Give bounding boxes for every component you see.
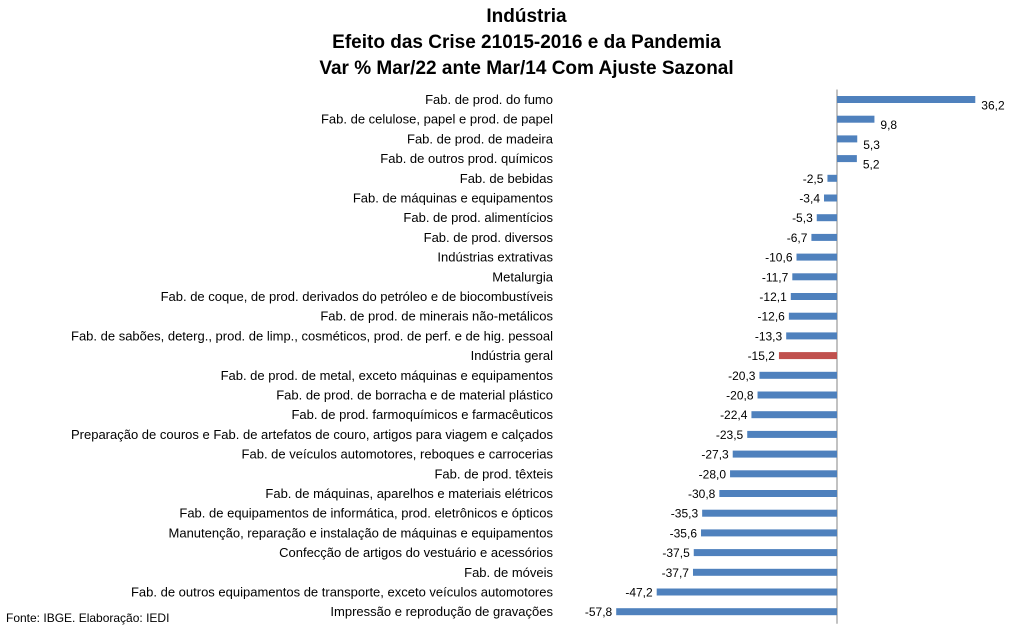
data-label: -15,2 (748, 349, 776, 363)
data-label: -13,3 (755, 329, 783, 343)
data-label: -35,6 (670, 526, 698, 540)
bar (693, 549, 837, 557)
data-label: -6,7 (787, 231, 808, 245)
data-label: -11,7 (762, 270, 789, 284)
bar (796, 253, 837, 261)
category-label: Fab. de prod. farmoquímicos e farmacêuti… (291, 407, 553, 422)
category-label: Fab. de prod. diversos (424, 230, 554, 245)
category-label: Fab. de prod. de madeira (407, 131, 554, 146)
bar (730, 470, 837, 478)
chart-title: Indústria Efeito das Crise 21015-2016 e … (0, 4, 1013, 82)
data-label: 5,3 (863, 138, 880, 152)
data-label: -12,6 (758, 310, 786, 324)
chart-title-line-3: Var % Mar/22 ante Mar/14 Com Ajuste Sazo… (319, 58, 734, 79)
data-label: -28,0 (699, 467, 727, 481)
bar (837, 96, 976, 103)
data-label: -3,4 (799, 192, 820, 206)
bar (837, 115, 875, 123)
data-label: 5,2 (863, 158, 880, 172)
category-label: Fab. de prod. de minerais não-metálicos (320, 309, 553, 324)
bar (837, 155, 857, 163)
bar (692, 568, 837, 576)
data-label: 36,2 (981, 99, 1005, 113)
bar (778, 352, 837, 360)
category-label: Fab. de máquinas e equipamentos (353, 191, 554, 206)
category-label: Fab. de outros equipamentos de transport… (131, 585, 554, 600)
data-label: -37,7 (662, 566, 690, 580)
bar (788, 312, 837, 320)
category-label: Preparação de couros e Fab. de artefatos… (71, 427, 554, 442)
category-label: Confecção de artigos do vestuário e aces… (279, 545, 553, 560)
category-label: Fab. de coque, de prod. derivados do pet… (161, 289, 554, 304)
data-label: 9,8 (880, 118, 897, 132)
bar (701, 529, 837, 537)
bar (751, 411, 837, 419)
category-label: Manutenção, reparação e instalação de má… (169, 525, 554, 540)
data-label: -57,8 (585, 605, 613, 619)
bar (792, 273, 837, 281)
category-label: Fab. de equipamentos de informática, pro… (179, 506, 553, 521)
category-label: Fab. de prod. de metal, exceto máquinas … (221, 368, 554, 383)
data-label: -12,1 (759, 290, 787, 304)
category-label: Fab. de sabões, deterg., prod. de limp.,… (71, 328, 553, 343)
category-label: Fab. de outros prod. químicos (380, 151, 553, 166)
bar (837, 135, 858, 143)
chart-title-line-2: Efeito das Crise 21015-2016 e da Pandemi… (332, 32, 721, 53)
bar (786, 332, 837, 340)
bar (811, 233, 837, 241)
category-label: Fab. de móveis (464, 565, 553, 580)
category-label: Fab. de bebidas (460, 171, 554, 186)
data-label: -20,8 (726, 389, 754, 403)
bar (757, 391, 837, 399)
category-label: Metalurgia (492, 269, 553, 284)
data-label: -10,6 (765, 251, 793, 265)
category-label: Fab. de máquinas, aparelhos e materiais … (265, 486, 553, 501)
bar (702, 509, 837, 517)
category-label: Indústria geral (471, 348, 553, 363)
bar (824, 194, 837, 202)
bar (747, 430, 837, 438)
bar (759, 371, 837, 379)
bar (827, 174, 837, 182)
data-label: -22,4 (720, 408, 748, 422)
data-label: -35,3 (671, 507, 699, 521)
data-label: -47,2 (625, 586, 653, 600)
data-label: -2,5 (803, 172, 824, 186)
category-label: Fab. de prod. alimentícios (403, 210, 553, 225)
category-label: Fab. de prod. do fumo (425, 92, 553, 107)
data-label: -20,3 (728, 369, 756, 383)
data-label: -37,5 (662, 546, 690, 560)
category-label: Fab. de celulose, papel e prod. de papel (321, 112, 553, 127)
category-label: Impressão e reprodução de gravações (330, 604, 553, 619)
bar (732, 450, 837, 458)
data-label: -27,3 (701, 448, 729, 462)
chart-title-line-1: Indústria (486, 6, 567, 27)
data-label: -23,5 (716, 428, 744, 442)
bar (656, 588, 837, 596)
bar (816, 214, 837, 222)
bar (790, 293, 837, 300)
data-label: -30,8 (688, 487, 716, 501)
bar (719, 490, 837, 497)
category-label: Fab. de prod. têxteis (434, 466, 553, 481)
category-label: Indústrias extrativas (437, 250, 553, 265)
data-label: -5,3 (792, 211, 813, 225)
category-label: Fab. de prod. de borracha e de material … (276, 388, 553, 403)
category-label: Fab. de veículos automotores, reboques e… (242, 447, 554, 462)
bar (616, 608, 837, 616)
source-note: Fonte: IBGE. Elaboração: IEDI (6, 611, 170, 625)
